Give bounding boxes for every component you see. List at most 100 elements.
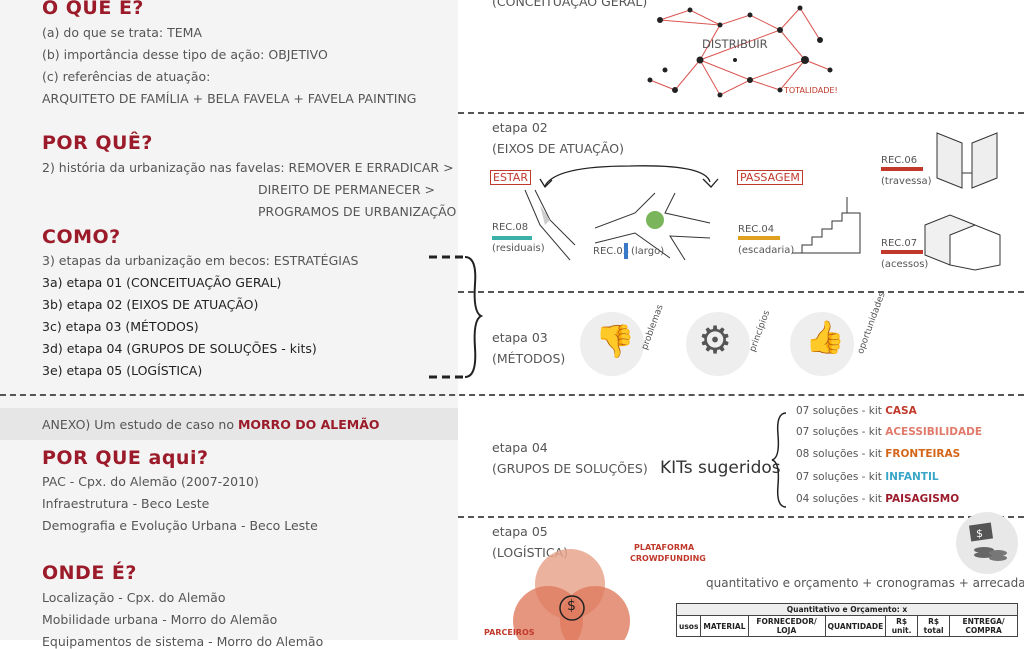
etapa03-label: etapa 03 [492,330,548,345]
separator-etapa03 [458,291,1024,293]
kits-brace [771,412,787,508]
totalidade-label: TOTALIDADE! [784,86,838,95]
rec06-sub: (travessa) [881,176,932,187]
como-line-3a: 3a) etapa 01 (CONCEITUAÇÃO GERAL) [42,275,282,290]
rec04-sub: (escadaria) [738,245,795,256]
etapa04-sub: (GRUPOS DE SOLUÇÕES) [492,461,648,476]
kit-acessibilidade-prefix: 07 soluções - kit [796,426,886,438]
passagem-label: PASSAGEM [737,170,803,185]
rec07-sketch [924,214,1001,271]
etapa05-label: etapa 05 [492,524,548,539]
estar-label: ESTAR [490,170,531,185]
col-entrega: ENTREGA/ COMPRA [949,615,1018,637]
rec08-bar [492,236,532,240]
distribuir-label: DISTRIBUIR [702,37,768,51]
o-que-e-line-c: (c) referências de atuação: [42,69,211,84]
col-usos: usos [675,615,702,637]
col-rs-unit: R$ unit. [885,615,919,637]
rec08-sketch [524,189,576,261]
bracket-connector [429,255,484,379]
etapa04-label: etapa 04 [492,440,548,455]
como-heading: COMO? [42,226,121,248]
thumbs-down-icon: 👎 [595,322,635,360]
por-que-aqui-heading: POR QUE aqui? [42,447,209,469]
rec03-sub: (largo) [631,246,665,257]
rec07-label: REC.07 [881,238,918,249]
como-line-3d: 3d) etapa 04 (GRUPOS DE SOLUÇÕES - kits) [42,341,317,356]
como-line-3b: 3b) etapa 02 (EIXOS DE ATUAÇÃO) [42,297,259,312]
orcamento-table-title: Quantitativo e Orçamento: x [676,603,1018,616]
anexo-highlight: MORRO DO ALEMÃO [237,417,380,432]
kits-title: KITs sugeridos [660,458,781,478]
orcamento-table: Quantitativo e Orçamento: x usos MATERIA… [675,603,1018,637]
o-que-e-line-b: (b) importância desse tipo de ação: OBJE… [42,47,328,62]
rec04-label: REC.04 [738,224,775,235]
rec04-sketch [792,197,861,254]
gear-icon: ⚙ [698,318,733,362]
rec07-bar [881,250,923,254]
o-que-e-line-a: (a) do que se trata: TEMA [42,25,202,40]
logistica-summary: quantitativo e orçamento + cronogramas +… [706,576,1024,590]
por-que-line-2: DIREITO DE PERMANECER > [258,182,435,197]
rec03-label: REC.03 [593,246,630,257]
anexo-prefix: ANEXO) Um estudo de caso no [42,417,238,432]
por-que-line-3: PROGRAMOS DE URBANIZAÇÃO [258,204,457,219]
kit-infantil-name: INFANTIL [885,471,939,483]
problemas-label: problemas [640,303,666,352]
rec06-label: REC.06 [881,155,918,166]
thumbs-up-icon: 👍 [805,318,845,356]
dollar-sign: $ [567,598,576,614]
separator-etapa05 [458,516,1024,518]
kit-infantil-prefix: 07 soluções - kit [796,471,886,483]
col-fornecedor: FORNECEDOR/ LOJA [747,615,826,637]
anexo-bar [0,408,458,440]
network-diagram [647,5,833,98]
col-rs-total: R$ total [917,615,951,637]
rec03-bar [624,243,628,259]
por-que-line-1: 2) história da urbanização nas favelas: … [42,160,454,175]
parceiros-label: PARCEIROS [484,628,535,637]
kit-acessibilidade[interactable]: 07 soluções - kit ACESSIBILIDADE [796,426,982,438]
rec06-sketch [936,132,998,189]
principios-label: princípios [748,309,773,354]
por-que-aqui-line-1: PAC - Cpx. do Alemão (2007-2010) [42,474,259,489]
kit-casa-prefix: 07 soluções - kit [796,405,886,417]
rec06-bar [881,167,923,171]
crowdfunding-label: CROWDFUNDING [630,554,706,563]
separator-etapa02 [458,112,1024,114]
kit-fronteiras-prefix: 08 soluções - kit [796,448,886,460]
por-que-aqui-line-3: Demografia e Evolução Urbana - Beco Lest… [42,518,318,533]
money-circle [956,512,1018,574]
col-quantidade: QUANTIDADE [824,615,887,637]
anexo-line: ANEXO) Um estudo de caso no MORRO DO ALE… [42,417,380,432]
col-material: MATERIAL [700,615,749,637]
oportunidades-label: oportunidades [856,290,888,356]
onde-e-heading: ONDE É? [42,562,137,584]
money-icon: $ [968,522,1007,561]
eixos-arrow [539,165,719,189]
kit-fronteiras-name: FRONTEIRAS [885,448,961,460]
onde-e-line-1: Localização - Cpx. do Alemão [42,590,226,605]
rec04-bar [738,236,780,240]
kit-fronteiras[interactable]: 08 soluções - kit FRONTEIRAS [796,448,960,460]
rec03-sketch [595,192,711,261]
por-que-heading: POR QUÊ? [42,132,153,154]
por-que-aqui-line-2: Infraestrutura - Beco Leste [42,496,210,511]
plataforma-label: PLATAFORMA [634,543,695,552]
left-panel [0,0,458,640]
kit-casa-name: CASA [885,405,917,417]
o-que-e-heading: O QUE É? [42,0,144,19]
etapa02-sub: (EIXOS DE ATUAÇÃO) [492,141,624,156]
como-line-intro: 3) etapas da urbanização em becos: ESTRA… [42,253,359,268]
kit-paisagismo[interactable]: 04 soluções - kit PAISAGISMO [796,493,959,505]
onde-e-line-3: Equipamentos de sistema - Morro do Alemã… [42,634,324,649]
kit-casa[interactable]: 07 soluções - kit CASA [796,405,917,417]
rec08-label: REC.08 [492,222,529,233]
kit-paisagismo-name: PAISAGISMO [885,493,960,505]
rec07-sub: (acessos) [881,259,929,270]
como-line-3e: 3e) etapa 05 (LOGÍSTICA) [42,363,203,378]
svg-text:$: $ [976,527,983,540]
separator-anexo [0,394,1024,396]
o-que-e-line-refs: ARQUITETO DE FAMÍLIA + BELA FAVELA + FAV… [42,91,417,106]
kit-infantil[interactable]: 07 soluções - kit INFANTIL [796,471,939,483]
